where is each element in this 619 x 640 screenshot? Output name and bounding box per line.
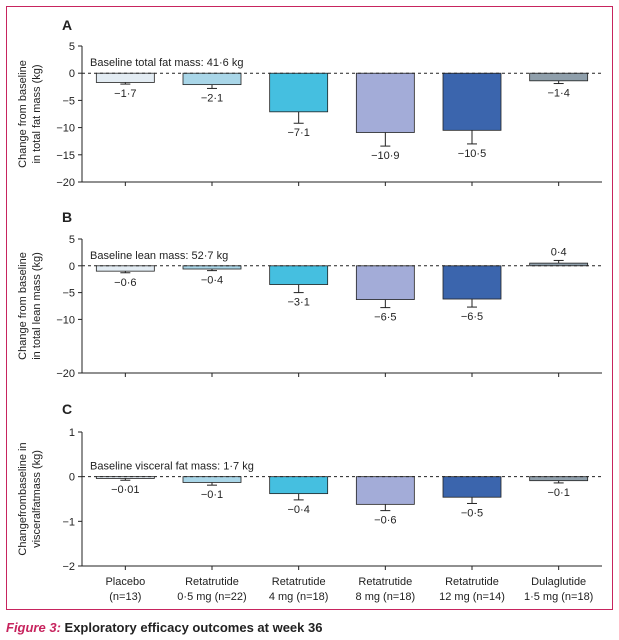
group-name-label: Retatrutide: [358, 576, 412, 588]
y-tick-label: 5: [69, 41, 75, 53]
y-tick-label: 0: [69, 68, 75, 80]
data-label: −0·4: [288, 504, 310, 516]
panel-A: A 5 0 −5 −10 −15 −20 Change from baseline in tot…: [17, 17, 602, 189]
y-tick-label: −5: [62, 288, 75, 300]
bar: [355, 72, 415, 133]
data-label: −1·7: [114, 88, 136, 100]
group-name-label: Retatrutide: [185, 576, 239, 588]
caption-text: Exploratory efficacy outcomes at week 36: [60, 620, 323, 635]
y-tick-label: −20: [56, 368, 75, 380]
figure-frame: [6, 6, 613, 610]
bar: [355, 265, 415, 300]
y-tick-label: 0: [69, 261, 75, 273]
bar: [442, 72, 502, 131]
bar: [95, 72, 155, 83]
panel-C: C 1 0 −1 −2 Changefrombaseline in visceralfatm…: [17, 401, 602, 573]
data-label: −0·6: [114, 277, 136, 289]
data-label: −3·1: [288, 297, 310, 309]
data-label: −2·1: [201, 92, 223, 104]
baseline-note: Baseline lean mass: 52·7 kg: [90, 250, 228, 262]
y-axis-label: visceralfatmass (kg): [31, 450, 43, 548]
group-n-label: 8 mg (n=18): [356, 591, 416, 603]
y-tick-label: −10: [56, 123, 75, 135]
panel-letter: B: [62, 209, 72, 225]
group-n-label: 0·5 mg (n=22): [177, 591, 246, 603]
bar: [355, 476, 415, 505]
bar: [529, 476, 589, 482]
data-label: −0·01: [111, 484, 139, 496]
panel-letter: C: [62, 401, 72, 417]
group-name-label: Retatrutide: [272, 576, 326, 588]
baseline-note: Baseline visceral fat mass: 1·7 kg: [90, 461, 254, 473]
figure-caption: Figure 3: Exploratory efficacy outcomes …: [6, 620, 322, 635]
y-axis-label: in total fat mass (kg): [31, 64, 43, 163]
y-tick-label: 5: [69, 234, 75, 246]
caption-lead: Figure 3:: [6, 620, 61, 635]
baseline-note: Baseline total fat mass: 41·6 kg: [90, 57, 243, 69]
group-n-label: (n=13): [109, 591, 141, 603]
group-name-label: Retatrutide: [445, 576, 499, 588]
bar: [269, 265, 329, 285]
y-tick-label: −10: [56, 314, 75, 326]
bar: [269, 476, 329, 495]
bar: [529, 72, 589, 82]
data-label: −10·9: [371, 150, 399, 162]
group-name-label: Dulaglutide: [531, 576, 586, 588]
data-label: −0·1: [201, 489, 223, 501]
y-tick-label: −15: [56, 150, 75, 162]
data-label: −1·4: [548, 88, 570, 100]
y-axis-label: Change from baseline: [17, 60, 29, 168]
bar: [442, 265, 502, 300]
group-n-label: 4 mg (n=18): [269, 591, 329, 603]
bar: [182, 476, 242, 483]
y-tick-label: 0: [69, 472, 75, 484]
y-tick-label: −2: [62, 561, 75, 573]
y-axis-label: Change from baseline: [17, 252, 29, 360]
group-name-label: Placebo: [105, 576, 145, 588]
y-tick-label: −1: [62, 516, 75, 528]
data-label: −6·5: [374, 312, 396, 324]
data-label: −10·5: [458, 148, 486, 160]
y-tick-label: 1: [69, 427, 75, 439]
data-label: 0·4: [551, 246, 567, 258]
data-label: −0·6: [374, 515, 396, 527]
y-axis-label: Changefrombaseline in: [17, 442, 29, 555]
y-tick-label: −20: [56, 177, 75, 189]
bar: [442, 476, 502, 498]
group-n-label: 1·5 mg (n=18): [524, 591, 593, 603]
bar: [95, 265, 155, 272]
bar: [182, 72, 242, 86]
panel-B: B 5 0 −5 −10 −20 Change from baseline in total …: [17, 209, 602, 380]
data-label: −0·4: [201, 275, 223, 287]
data-label: −0·1: [548, 487, 570, 499]
data-label: −6·5: [461, 311, 483, 323]
panel-letter: A: [62, 17, 72, 33]
y-axis-label: in total lean mass (kg): [31, 252, 43, 360]
y-tick-label: −5: [62, 95, 75, 107]
data-label: −0·5: [461, 507, 483, 519]
data-label: −7·1: [288, 127, 310, 139]
group-n-label: 12 mg (n=14): [439, 591, 505, 603]
bar: [269, 72, 329, 113]
